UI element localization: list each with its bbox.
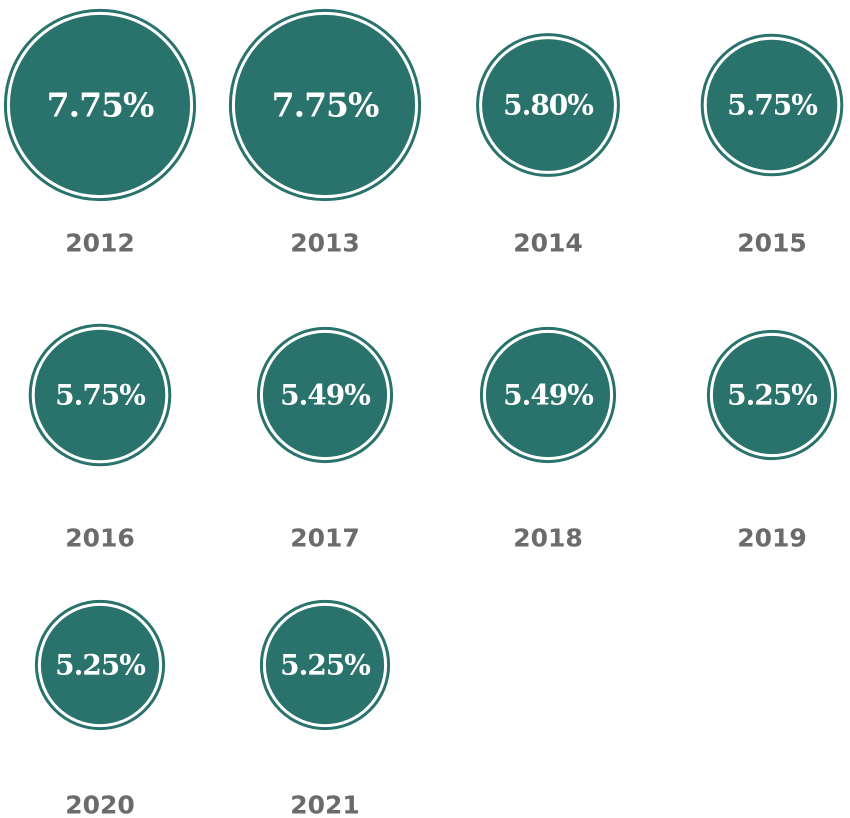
value-label: 5.75% [727, 89, 817, 122]
bubble [482, 39, 614, 171]
value-label: 5.49% [280, 379, 370, 412]
value-label: 5.25% [727, 379, 817, 412]
category-label: 2013 [290, 229, 360, 258]
category-label: 2021 [290, 791, 360, 818]
category-label: 2014 [513, 229, 583, 258]
bubble-ring [706, 329, 838, 461]
value-label: 5.25% [280, 649, 370, 682]
bubble [706, 39, 838, 171]
bubble [712, 335, 832, 455]
category-label: 2018 [513, 524, 583, 553]
value-label: 5.25% [55, 649, 145, 682]
bubble-ring [228, 8, 422, 202]
bubble-ring [700, 33, 844, 177]
bubble [262, 332, 388, 458]
category-label: 2020 [65, 791, 135, 818]
bubble [234, 14, 416, 196]
bubble [34, 329, 166, 461]
category-label: 2017 [290, 524, 360, 553]
bubble-ring [259, 599, 391, 731]
bubble-ring [256, 326, 394, 464]
bubble-ring [476, 33, 620, 177]
bubble-ring [479, 326, 617, 464]
bubble-ring [34, 599, 166, 731]
category-label: 2012 [65, 229, 135, 258]
bubble [9, 14, 191, 196]
value-label: 5.75% [55, 379, 145, 412]
bubble [265, 605, 385, 725]
category-label: 2019 [737, 524, 807, 553]
value-label: 5.80% [503, 89, 593, 122]
category-label: 2016 [65, 524, 135, 553]
category-label: 2015 [737, 229, 807, 258]
value-label: 5.49% [503, 379, 593, 412]
bubble [485, 332, 611, 458]
value-label: 7.75% [47, 86, 154, 125]
value-label: 7.75% [272, 86, 379, 125]
bubble-ring [28, 323, 172, 467]
bubble-ring [3, 8, 197, 202]
bubble [40, 605, 160, 725]
